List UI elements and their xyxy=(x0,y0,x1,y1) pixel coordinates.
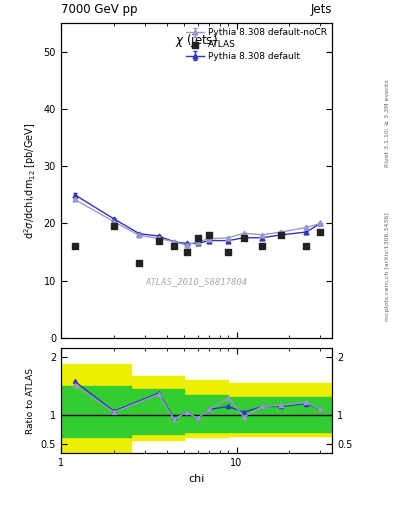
Text: 7000 GeV pp: 7000 GeV pp xyxy=(61,4,138,16)
Text: Jets: Jets xyxy=(310,4,332,16)
ATLAS xyxy=(184,248,190,256)
ATLAS xyxy=(278,231,285,239)
Text: $\chi$ (jets): $\chi$ (jets) xyxy=(175,32,218,50)
ATLAS xyxy=(225,248,231,256)
ATLAS xyxy=(241,233,247,242)
ATLAS xyxy=(136,260,143,268)
ATLAS xyxy=(195,233,201,242)
ATLAS xyxy=(303,242,310,250)
X-axis label: chi: chi xyxy=(188,474,205,483)
Y-axis label: Ratio to ATLAS: Ratio to ATLAS xyxy=(26,368,35,434)
ATLAS xyxy=(156,237,162,245)
ATLAS xyxy=(171,242,177,250)
Text: ATLAS_2010_S8817804: ATLAS_2010_S8817804 xyxy=(145,277,248,286)
ATLAS xyxy=(111,222,117,230)
Text: mcplots.cern.ch [arXiv:1306.3436]: mcplots.cern.ch [arXiv:1306.3436] xyxy=(385,212,389,321)
Y-axis label: d$^2\sigma$/dchi,dm$_{12}$ [pb/GeV]: d$^2\sigma$/dchi,dm$_{12}$ [pb/GeV] xyxy=(22,122,38,239)
ATLAS xyxy=(206,231,213,239)
ATLAS xyxy=(72,242,78,250)
Legend: Pythia 8.308 default-noCR, ATLAS, Pythia 8.308 default: Pythia 8.308 default-noCR, ATLAS, Pythia… xyxy=(182,25,330,65)
Text: Rivet 3.1.10; ≥ 3.3M events: Rivet 3.1.10; ≥ 3.3M events xyxy=(385,79,389,167)
ATLAS xyxy=(259,242,265,250)
ATLAS xyxy=(317,228,323,236)
